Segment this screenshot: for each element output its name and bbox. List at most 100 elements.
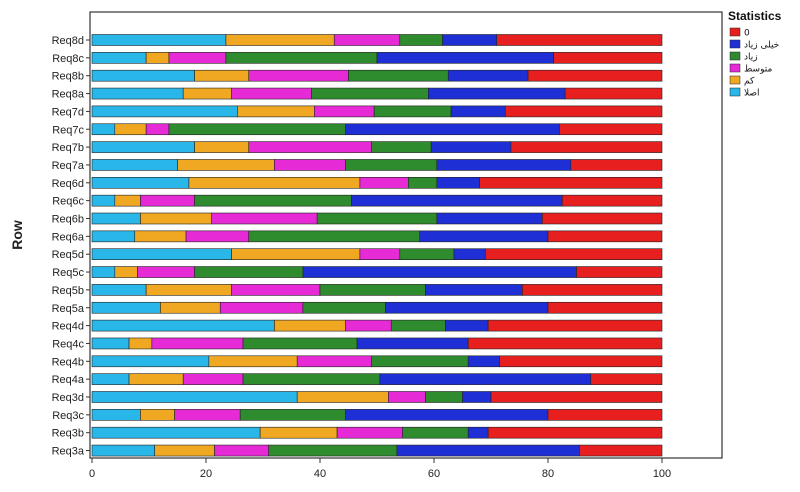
bar-segment-req5c-s3	[194, 266, 304, 278]
bar-segment-req4b-s1	[208, 355, 298, 368]
bar-segment-req6d-s1	[188, 177, 361, 189]
legend-swatch	[729, 51, 741, 61]
y-tick-label: Req4d	[52, 321, 84, 333]
bar-segment-req3c-s1	[140, 409, 175, 421]
y-tick-label: Req5d	[52, 249, 84, 261]
bar-segment-req5b-s1	[145, 284, 232, 296]
bar-segment-req6b-s0	[91, 212, 141, 225]
bar-segment-req6c-s3	[194, 194, 352, 207]
bar-segment-req8b-s1	[194, 69, 250, 82]
bar-segment-req7b-s2	[248, 141, 372, 153]
legend-swatch	[729, 39, 741, 49]
x-tick-label: 40	[314, 468, 326, 480]
y-tick-label: Req4c	[52, 338, 84, 350]
bar-segment-req7c-s2	[145, 123, 170, 136]
bar-segment-req3a-s0	[91, 444, 156, 457]
bar-segment-req3b-s5	[487, 426, 663, 439]
bar-segment-req4d-s3	[390, 319, 446, 332]
y-tick-label: Req6a	[52, 231, 85, 243]
bar-segment-req6b-s1	[140, 212, 212, 225]
y-tick-label: Req3c	[52, 410, 84, 422]
bar-segment-req3b-s0	[91, 426, 261, 439]
bar-segment-req7d-s5	[504, 105, 663, 118]
bar-segment-req7a-s3	[345, 159, 438, 171]
bar-segment-req6c-s1	[114, 194, 141, 207]
bar-segment-req4c-s1	[128, 337, 153, 350]
bar-segment-req5a-s3	[302, 301, 386, 314]
bar-segment-req7a-s4	[436, 159, 572, 171]
legend-label: اصلا	[744, 89, 760, 99]
bar-segment-req4c-s4	[356, 337, 469, 350]
x-tick-label: 60	[428, 468, 440, 480]
legend-label: 0	[744, 29, 750, 39]
bar-segment-req8b-s5	[527, 69, 663, 82]
legend-swatch	[729, 75, 741, 85]
legend-title: Statistics	[728, 9, 782, 23]
bar-segment-req5b-s4	[425, 284, 523, 296]
bar-segment-req6d-s5	[479, 177, 663, 189]
bar-segment-req8b-s2	[248, 69, 349, 82]
bar-segment-req4b-s5	[499, 355, 663, 368]
bar-segment-req8c-s5	[553, 52, 663, 64]
bar-segment-req6d-s2	[359, 177, 409, 189]
bar-segment-req4a-s5	[590, 373, 663, 385]
bar-segment-req8c-s2	[168, 52, 227, 64]
bar-segment-req4b-s3	[370, 355, 469, 368]
bar-segment-req5b-s3	[319, 284, 426, 296]
bar-segment-req6c-s0	[91, 194, 116, 207]
bar-segment-req4b-s2	[296, 355, 372, 368]
bar-segment-req3a-s1	[154, 444, 215, 457]
bar-segment-req3a-s2	[214, 444, 270, 457]
y-tick-label: Req4b	[52, 356, 84, 368]
bar-segment-req6b-s4	[436, 212, 543, 225]
bar-segment-req6a-s3	[248, 230, 421, 243]
bar-segment-req8c-s3	[225, 52, 378, 64]
bar-segment-req5a-s1	[160, 301, 221, 314]
bar-segment-req7c-s1	[114, 123, 147, 136]
bar-segment-req8a-s3	[311, 87, 429, 100]
bar-segment-req7a-s0	[91, 159, 178, 171]
y-tick-label: Req3a	[52, 446, 85, 458]
bar-segment-req7c-s0	[91, 123, 116, 136]
y-tick-label: Req7b	[52, 142, 84, 154]
bar-segment-req8d-s0	[91, 34, 227, 46]
bar-segment-req7b-s5	[510, 141, 663, 153]
bar-segment-req8b-s3	[348, 69, 449, 82]
bar-segment-req8a-s2	[231, 87, 312, 100]
bar-segment-req3c-s4	[345, 409, 549, 421]
legend-swatch	[729, 87, 741, 97]
y-tick-label: Req6c	[52, 196, 84, 208]
bar-segment-req5c-s2	[137, 266, 195, 278]
y-tick-label: Req4a	[52, 374, 85, 386]
bar-segment-req8b-s4	[447, 69, 529, 82]
bar-segment-req6a-s1	[134, 230, 187, 243]
y-tick-label: Req3d	[52, 392, 84, 404]
bar-segment-req8c-s0	[91, 52, 147, 64]
y-tick-label: Req7c	[52, 124, 84, 136]
bar-segment-req8d-s5	[496, 34, 663, 46]
y-tick-label: Req6b	[52, 214, 84, 226]
bar-segment-req3c-s5	[547, 409, 663, 421]
bar-segment-req4c-s2	[151, 337, 244, 350]
bar-segment-req4a-s2	[182, 373, 244, 385]
bar-segment-req4b-s0	[91, 355, 210, 368]
bar-segment-req3c-s3	[239, 409, 346, 421]
y-tick-label: Req7a	[52, 160, 85, 172]
bar-segment-req3c-s2	[174, 409, 241, 421]
bar-segment-req7d-s3	[373, 105, 452, 118]
legend-label: متوسط	[744, 65, 772, 75]
bar-segment-req7c-s5	[559, 123, 663, 136]
bar-segment-req8b-s0	[91, 69, 195, 82]
bar-segment-req7d-s4	[450, 105, 506, 118]
y-tick-label: Req5b	[52, 285, 84, 297]
bar-segment-req5c-s0	[91, 266, 116, 278]
plot-frame	[89, 11, 723, 459]
y-tick-label: Req8b	[52, 71, 84, 83]
legend-label: خیلی زیاد	[744, 41, 779, 51]
bar-segment-req6d-s4	[436, 177, 480, 189]
bar-segment-req6d-s3	[408, 177, 438, 189]
bar-segment-req3b-s2	[336, 426, 403, 439]
bar-segment-req8d-s4	[442, 34, 497, 46]
bar-segment-req7b-s0	[91, 141, 195, 153]
